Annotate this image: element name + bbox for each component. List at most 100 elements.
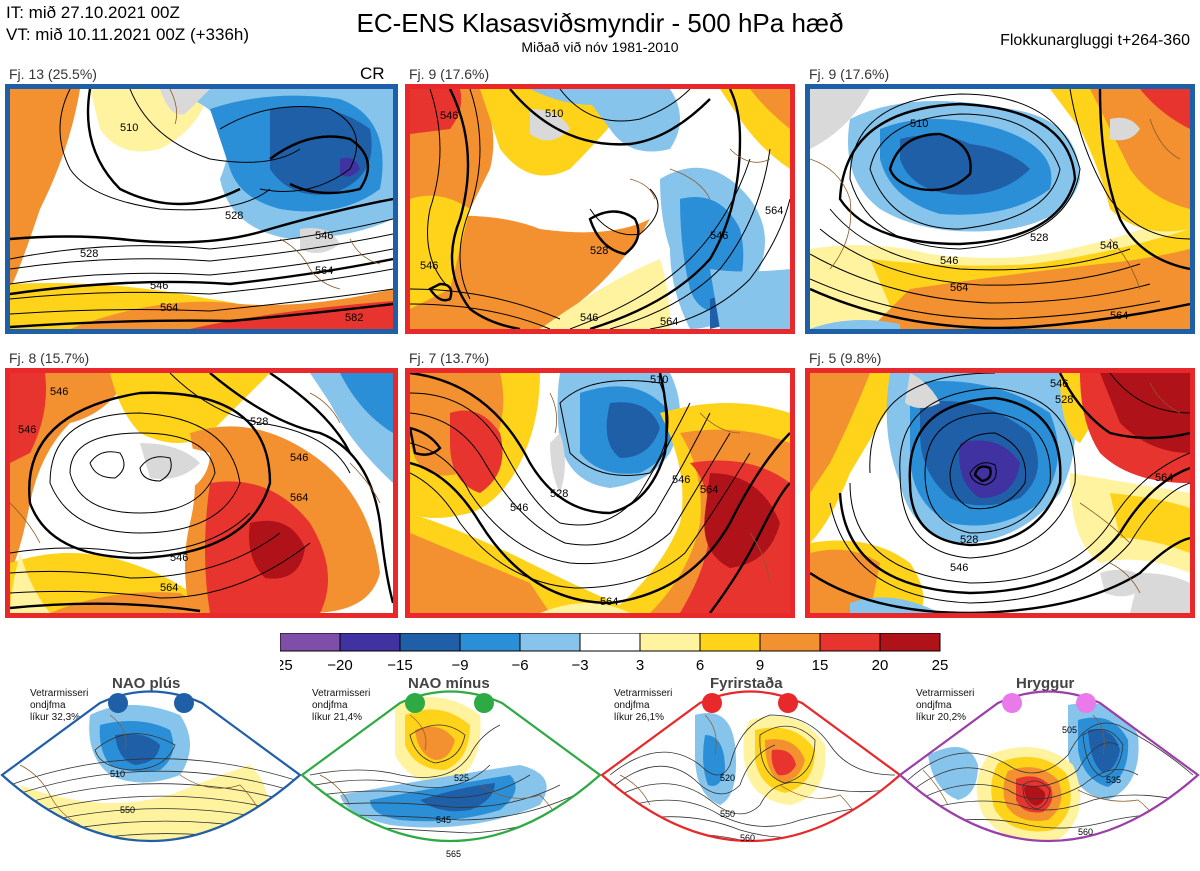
cluster-panel-2: Fj. 9 (17.6%) — [405, 66, 795, 334]
contour-label: 564 — [160, 582, 178, 594]
contour-label: 525 — [454, 773, 469, 783]
colorbar-cell — [699, 633, 761, 652]
contour-label: 550 — [720, 809, 735, 819]
contour-label: 560 — [1078, 827, 1093, 837]
contour-label: 564 — [160, 302, 178, 314]
page-title: EC-ENS Klasasviðsmyndir - 500 hPa hæð — [356, 8, 844, 38]
contour-label: 546 — [50, 386, 68, 398]
colorbar-cell — [339, 633, 401, 652]
note-line: líkur 20,2% — [916, 712, 967, 723]
contour-label: 565 — [446, 849, 461, 859]
regime-title: NAO mínus — [408, 675, 490, 692]
colorbar-cell — [579, 633, 641, 652]
cluster-label: Fj. 7 (13.7%) — [409, 350, 490, 366]
colorbar-tick-label: −6 — [511, 657, 528, 673]
contour-label: 564 — [765, 205, 783, 217]
contour-label: 510 — [545, 108, 563, 120]
contour-label: 546 — [672, 474, 690, 486]
contour-label: 550 — [120, 805, 135, 815]
contour-label: 510 — [910, 118, 928, 130]
colorbar-cell — [639, 633, 701, 652]
regime-marker — [1002, 693, 1022, 713]
cluster-panel-3: Fj. 9 (17.6%) — [805, 66, 1195, 334]
contour-label: 564 — [1110, 310, 1128, 322]
cluster-label: Fj. 9 (17.6%) — [409, 66, 490, 82]
contour-label: 564 — [315, 265, 333, 277]
colorbar-tick-label: 6 — [696, 657, 704, 673]
regime-note: Vetrarmisseri ondjfma líkur 20,2% — [916, 688, 974, 724]
regime-title: NAO plús — [112, 675, 181, 692]
cluster-panel-1: Fj. 13 (25.5%) CR — [5, 64, 398, 334]
colorbar-tick-label: −20 — [327, 657, 352, 673]
regime-marker — [474, 693, 494, 713]
cluster-map: 510 528 546 546 564 564 — [805, 84, 1195, 334]
contour-label: 564 — [290, 492, 308, 504]
contour-label: 546 — [1100, 240, 1118, 252]
note-line: ondjfma — [916, 700, 952, 711]
note-line: líkur 26,1% — [614, 712, 665, 723]
contour-label: 528 — [590, 245, 608, 257]
contour-label: 528 — [1055, 394, 1073, 406]
regime-panel-nao-minus: Vetrarmisseri ondjfma líkur 21,4% NAO mí… — [300, 675, 602, 871]
init-time: IT: mið 27.10.2021 00Z — [6, 3, 180, 22]
regime-note: Vetrarmisseri ondjfma líkur 26,1% — [614, 688, 672, 724]
colorbar-cell — [280, 633, 341, 652]
contour-label: 528 — [960, 534, 978, 546]
note-line: líkur 32,3% — [30, 712, 81, 723]
colorbar-tick-label: −9 — [451, 657, 468, 673]
classification-window: Flokkunargluggi t+264-360 — [1000, 32, 1190, 49]
regime-panel-ridge: Vetrarmisseri ondjfma líkur 20,2% Hryggu… — [898, 675, 1200, 871]
contour-label: 546 — [440, 110, 458, 122]
note-line: líkur 21,4% — [312, 712, 363, 723]
contour-label: 546 — [170, 552, 188, 564]
contour-label: 535 — [1106, 775, 1121, 785]
cluster-map: 510 528 546 564 528 546 564 582 — [5, 84, 398, 334]
contour-label: 546 — [1050, 378, 1068, 390]
colorbar-cell — [399, 633, 461, 652]
cluster-panel-6: Fj. 5 (9.8%) — [805, 350, 1195, 618]
colorbar-cell — [459, 633, 521, 652]
contour-label: 564 — [600, 596, 618, 608]
contour-label: 546 — [510, 502, 528, 514]
contour-label: 546 — [290, 452, 308, 464]
contour-label: 546 — [940, 255, 958, 267]
contour-label: 564 — [700, 484, 718, 496]
contour-label: 546 — [150, 280, 168, 292]
contour-label: 528 — [550, 488, 568, 500]
regime-note: Vetrarmisseri ondjfma líkur 21,4% — [312, 688, 370, 724]
contour-label: 528 — [225, 210, 243, 222]
colorbar-tick-label: 25 — [932, 657, 949, 673]
contour-label: 564 — [1155, 472, 1173, 484]
colorbar: −25 −20 −15 −9 −6 −3 3 6 9 15 20 25 — [280, 633, 949, 673]
colorbar-tick-label: 20 — [872, 657, 889, 673]
colorbar-tick-label: 3 — [636, 657, 644, 673]
regime-title: Hryggur — [1016, 675, 1075, 692]
cluster-map: 528 546 564 546 528 — [805, 368, 1195, 618]
cluster-map: 546 528 546 564 564 510 — [405, 368, 795, 618]
colorbar-tick-label: 9 — [756, 657, 764, 673]
contour-label: 528 — [250, 416, 268, 428]
note-line: ondjfma — [614, 700, 650, 711]
regime-marker — [108, 693, 128, 713]
colorbar-tick-label: −3 — [571, 657, 588, 673]
contour-label: 582 — [345, 312, 363, 324]
contour-label: 528 — [1030, 232, 1048, 244]
contour-label: 546 — [710, 230, 728, 242]
contour-label: 564 — [660, 316, 678, 328]
regime-marker — [405, 693, 425, 713]
contour-label: 510 — [120, 122, 138, 134]
regime-panel-blocking: Vetrarmisseri ondjfma líkur 26,1% Fyrirs… — [600, 675, 902, 871]
regime-marker — [778, 693, 798, 713]
contour-label: 505 — [1062, 725, 1077, 735]
colorbar-tick-label: 15 — [812, 657, 829, 673]
note-line: Vetrarmisseri — [916, 688, 975, 699]
cluster-tag: CR — [360, 64, 385, 83]
colorbar-cell — [819, 633, 881, 652]
note-line: Vetrarmisseri — [30, 688, 89, 699]
colorbar-tick-label: −15 — [387, 657, 412, 673]
cluster-map: 546 528 546 564 546 564 546 — [5, 368, 398, 618]
contour-label: 528 — [80, 248, 98, 260]
note-line: Vetrarmisseri — [312, 688, 371, 699]
colorbar-tick-label: −25 — [280, 657, 293, 673]
cluster-label: Fj. 8 (15.7%) — [9, 350, 90, 366]
